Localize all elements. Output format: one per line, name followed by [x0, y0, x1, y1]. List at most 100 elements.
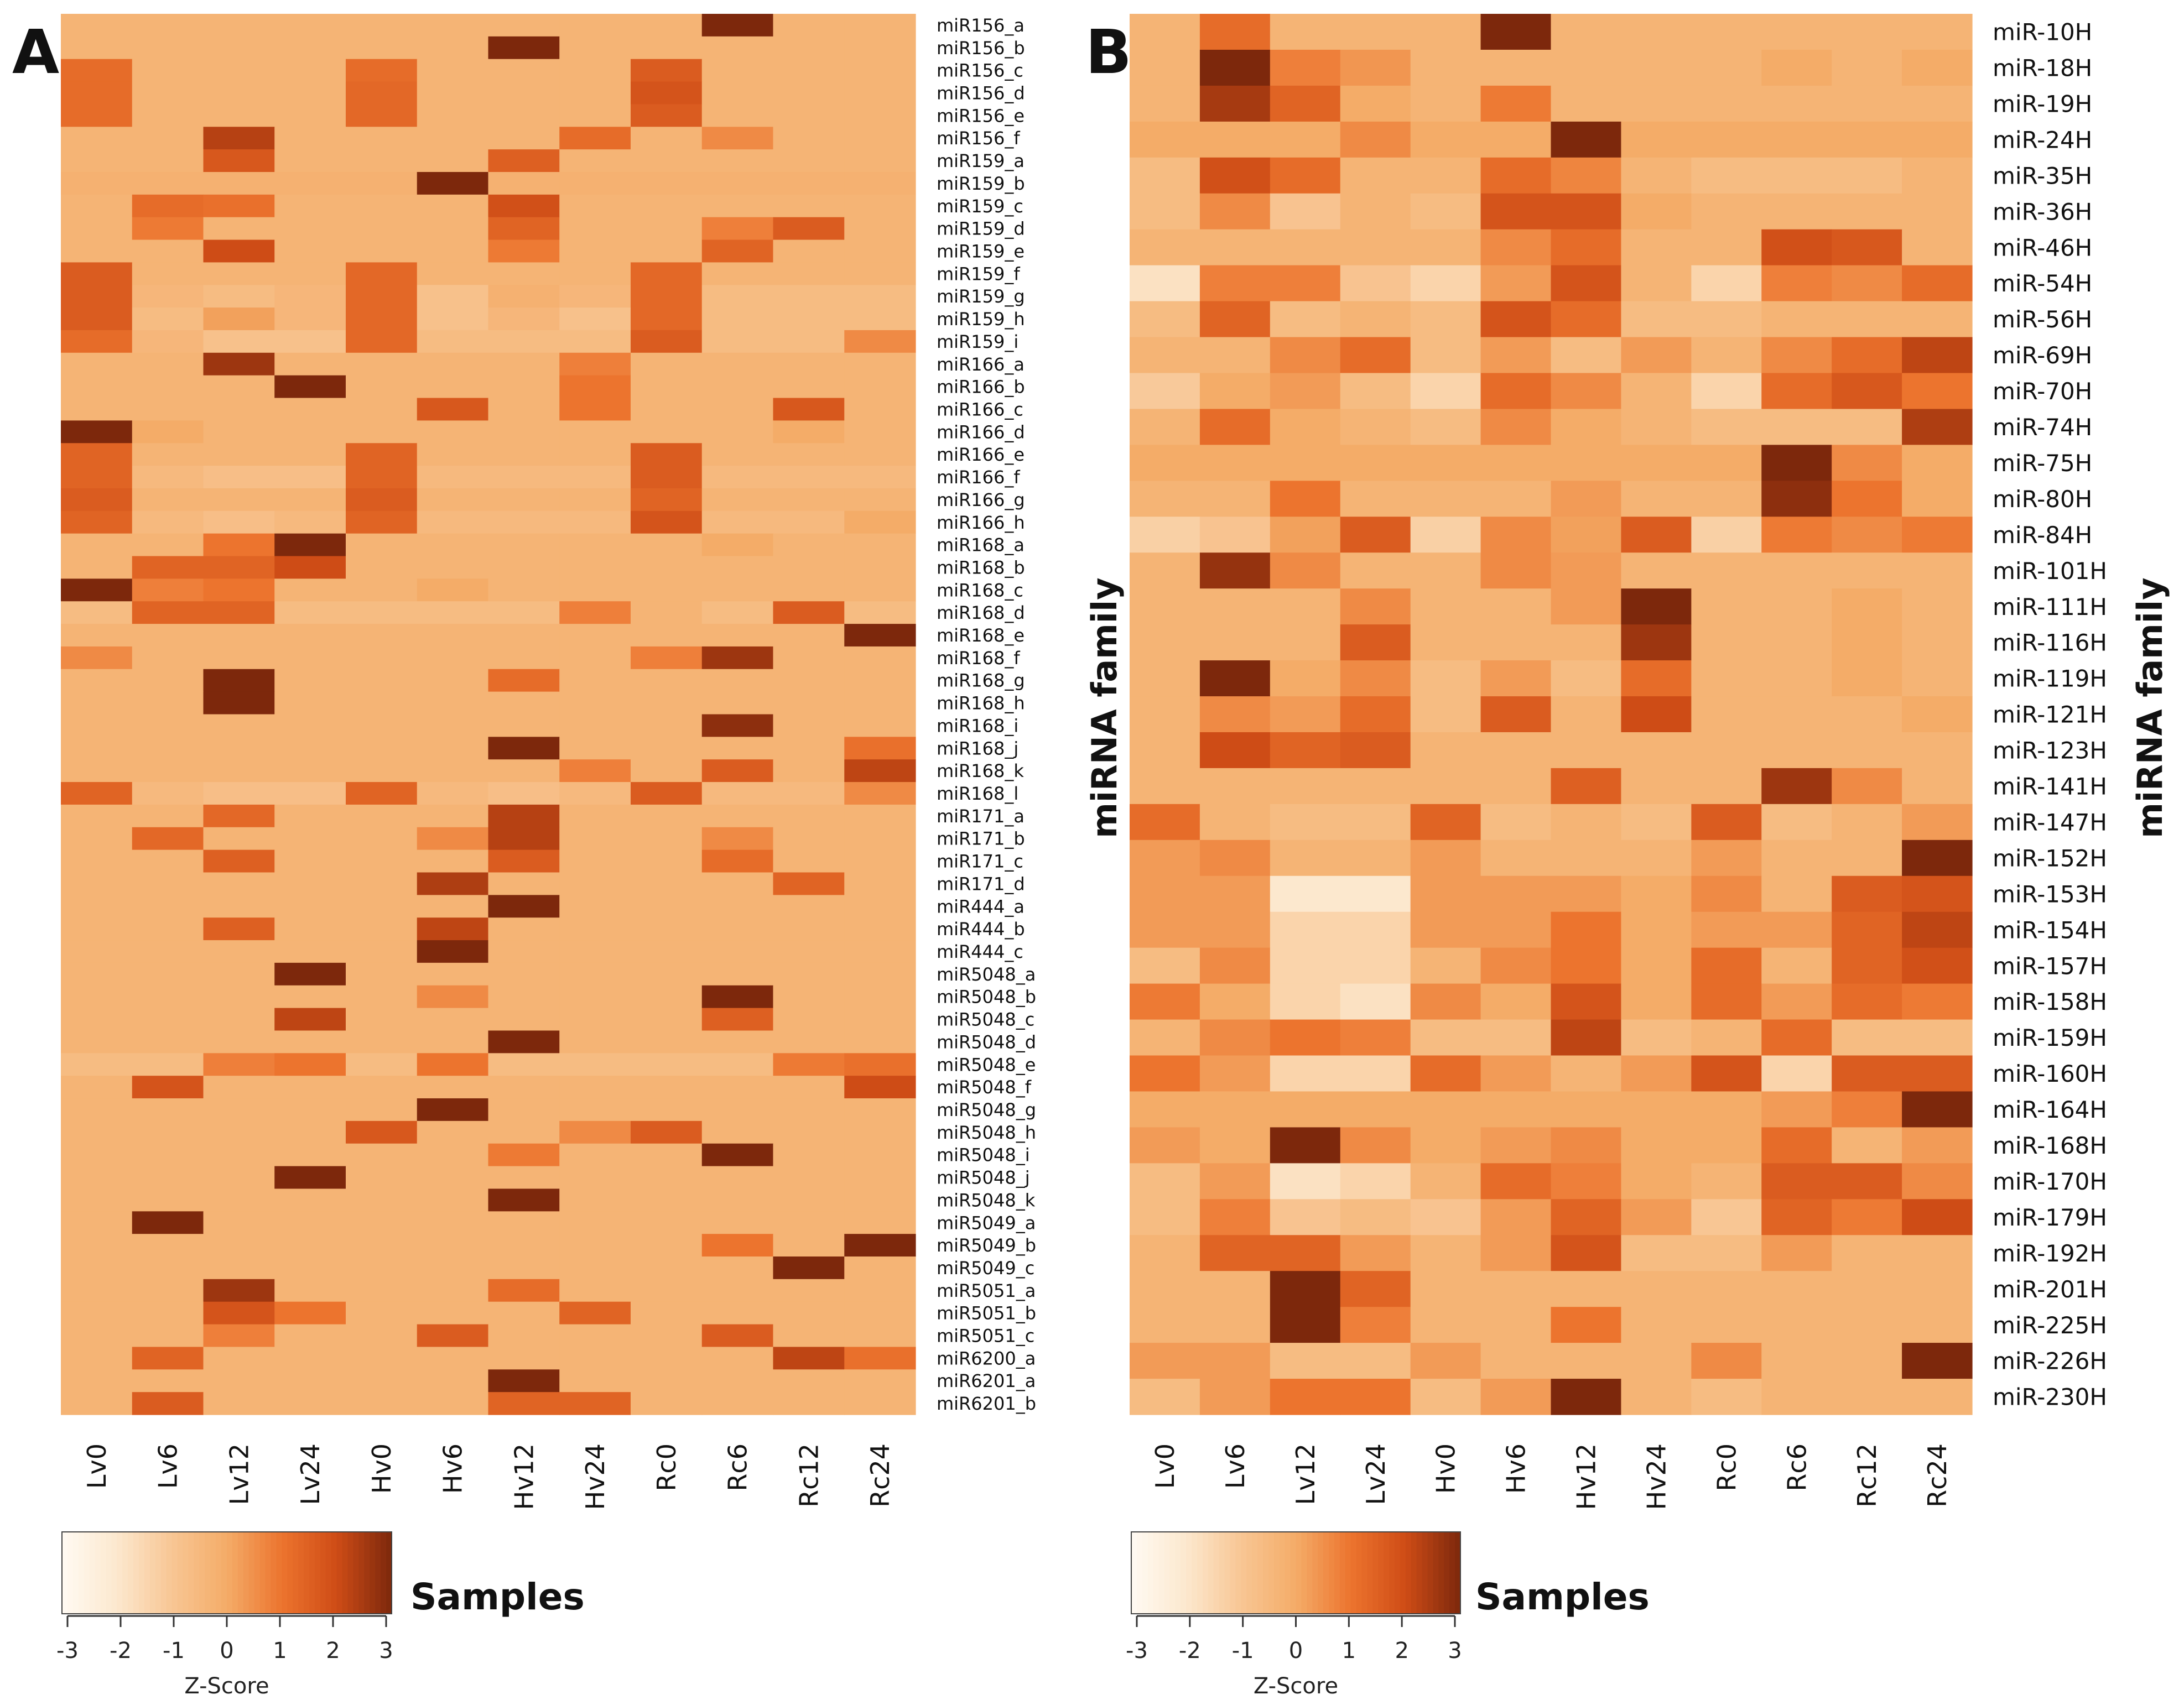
heatmap-cell	[1270, 983, 1341, 1020]
heatmap-cell	[1832, 875, 1902, 913]
heatmap-cell	[132, 827, 204, 851]
color-key-swatch	[144, 1532, 150, 1614]
heatmap-cell	[132, 443, 204, 466]
heatmap-cell	[203, 1347, 275, 1370]
heatmap-cell	[203, 1098, 275, 1122]
heatmap-cell	[274, 917, 346, 941]
heatmap-cell	[773, 1234, 845, 1257]
heatmap-cell	[61, 1392, 133, 1415]
row-label: miR156_e	[937, 105, 1025, 126]
heatmap-cell	[132, 1053, 204, 1076]
color-key-swatch	[342, 1532, 349, 1614]
heatmap-cell	[1130, 1343, 1200, 1379]
heatmap-cell	[1340, 229, 1411, 266]
color-key-swatch	[227, 1532, 233, 1614]
heatmap-cell	[1691, 337, 1762, 374]
heatmap-cell	[844, 691, 916, 715]
heatmap-cell	[773, 1143, 845, 1167]
heatmap-cell	[773, 330, 845, 353]
heatmap-cell	[773, 239, 845, 263]
heatmap-cell	[417, 872, 489, 895]
heatmap-cell	[701, 917, 774, 941]
heatmap-cell	[417, 127, 489, 150]
column-label: Lv24	[295, 1443, 325, 1505]
heatmap-cell	[488, 217, 560, 241]
heatmap-cell	[203, 1234, 275, 1257]
heatmap-cell	[1551, 85, 1622, 122]
heatmap-cell	[1199, 732, 1271, 769]
heatmap-cell	[203, 556, 275, 579]
heatmap-cell	[1621, 1307, 1692, 1343]
color-key-tick-label: 2	[1395, 1638, 1408, 1664]
heatmap-cell	[1199, 193, 1271, 230]
heatmap-cell	[631, 194, 703, 218]
heatmap-cell	[61, 127, 133, 150]
heatmap-cell	[631, 466, 703, 489]
heatmap-cell	[701, 533, 774, 557]
heatmap-cell	[631, 804, 703, 828]
heatmap-cell	[1832, 517, 1902, 553]
column-label: Hv6	[1501, 1443, 1531, 1494]
heatmap-cell	[346, 262, 418, 285]
color-key-swatch	[237, 1532, 244, 1614]
heatmap-cell	[203, 1166, 275, 1190]
heatmap-cell	[1691, 85, 1762, 122]
row-label: miR6201_a	[937, 1370, 1036, 1391]
heatmap-cell	[1410, 696, 1481, 733]
heatmap-cell	[1832, 1163, 1902, 1200]
heatmap-cell	[1270, 229, 1341, 266]
heatmap-cell	[1340, 947, 1411, 984]
heatmap-cell	[1902, 1127, 1973, 1164]
heatmap-cell	[132, 36, 204, 60]
heatmap-cell	[417, 1324, 489, 1348]
heatmap-cell	[417, 962, 489, 986]
heatmap-cell	[417, 330, 489, 353]
heatmap-cell	[1551, 660, 1622, 697]
heatmap-cell	[1761, 1163, 1832, 1200]
color-key-swatch	[1241, 1532, 1247, 1614]
color-key-swatch	[128, 1532, 134, 1614]
heatmap-cell	[631, 1256, 703, 1280]
heatmap-cell	[1480, 14, 1552, 50]
heatmap-cell	[346, 127, 418, 150]
heatmap-cell	[1761, 1235, 1832, 1271]
heatmap-cell	[1551, 1271, 1622, 1307]
heatmap-cell	[346, 1030, 418, 1054]
heatmap-cell	[132, 81, 204, 105]
heatmap-cell	[488, 533, 560, 557]
heatmap-cell	[417, 375, 489, 399]
heatmap-cell	[1340, 337, 1411, 374]
column-label: Hv0	[367, 1443, 397, 1494]
heatmap-cell	[844, 14, 916, 37]
heatmap-cell	[1130, 85, 1200, 122]
heatmap-cell	[1902, 229, 1973, 266]
color-key-swatch	[199, 1532, 205, 1614]
heatmap-cell	[274, 1143, 346, 1167]
heatmap-cell	[132, 714, 204, 737]
heatmap-cell	[701, 59, 774, 82]
heatmap-cell	[1621, 121, 1692, 158]
heatmap-cell	[1832, 911, 1902, 948]
heatmap-cell	[1340, 157, 1411, 194]
heatmap-cell	[203, 691, 275, 715]
heatmap-cell	[1340, 624, 1411, 661]
color-key-swatch	[89, 1532, 96, 1614]
heatmap-cell	[61, 398, 133, 421]
column-label: Lv0	[1150, 1443, 1180, 1489]
heatmap-cell	[559, 1392, 631, 1415]
heatmap-cell	[1130, 481, 1200, 517]
color-key-swatch	[155, 1532, 162, 1614]
color-key-swatch	[331, 1532, 337, 1614]
heatmap-cell	[488, 171, 560, 195]
heatmap-cell	[417, 1211, 489, 1234]
heatmap-cell	[1130, 840, 1200, 877]
heatmap-cell	[559, 556, 631, 579]
heatmap-cell	[1199, 983, 1271, 1020]
heatmap-cell	[844, 1347, 916, 1370]
color-key-swatch	[1416, 1532, 1423, 1614]
heatmap-cell	[1902, 804, 1973, 841]
heatmap-cell	[1270, 732, 1341, 769]
heatmap-cell	[1480, 1091, 1552, 1128]
heatmap-cell	[1761, 1379, 1832, 1415]
column-label: Rc12	[1852, 1443, 1882, 1508]
